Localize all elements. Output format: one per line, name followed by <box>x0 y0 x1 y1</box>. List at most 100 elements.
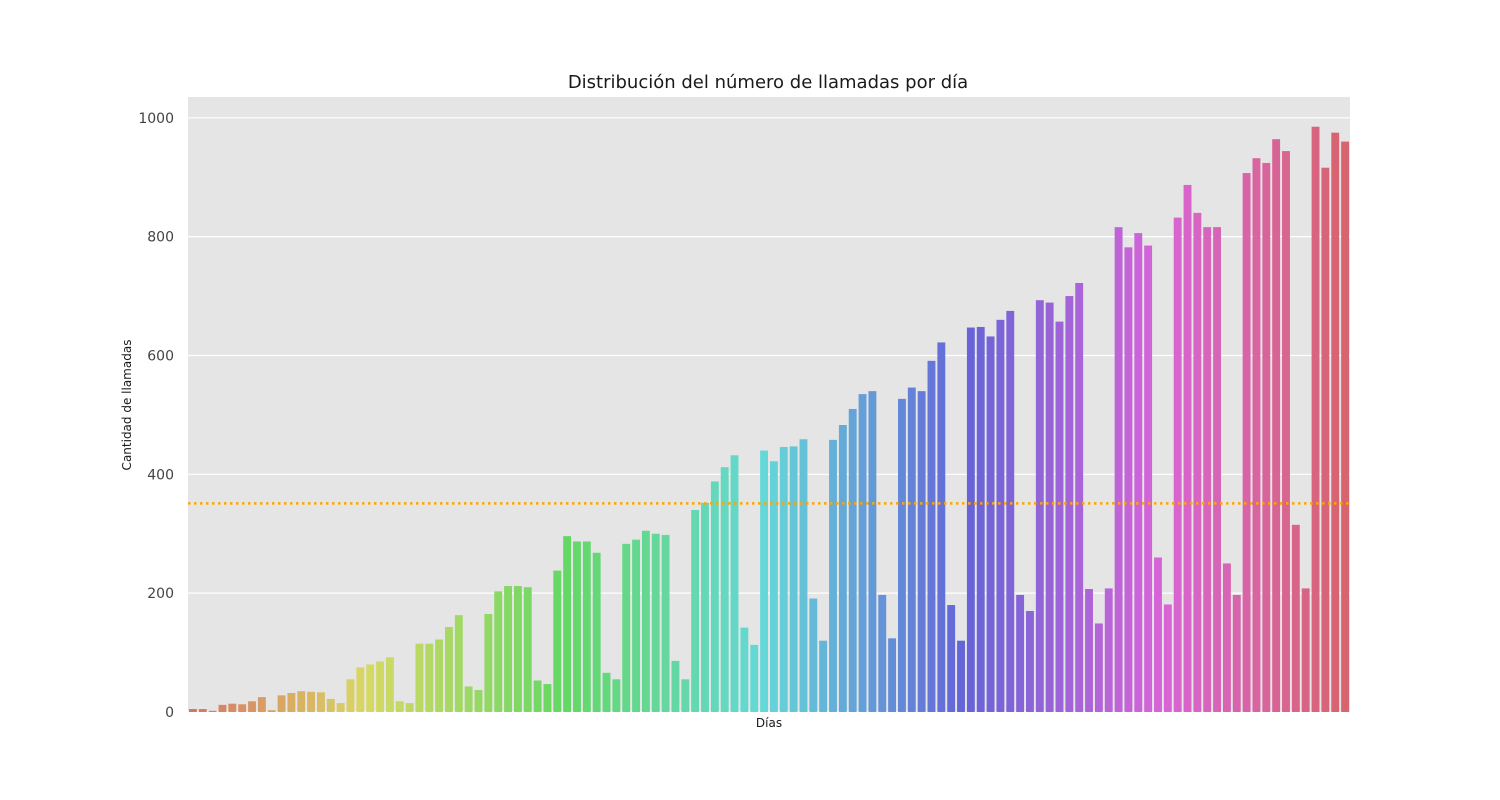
bars <box>188 126 1350 713</box>
bar <box>740 627 749 712</box>
bar <box>435 639 444 712</box>
bar <box>1026 610 1034 712</box>
bar <box>592 552 601 712</box>
bar <box>1272 139 1281 712</box>
bar <box>543 684 552 712</box>
bar <box>1035 300 1044 712</box>
bar <box>1183 184 1192 712</box>
bar <box>907 387 916 712</box>
bar <box>198 709 207 712</box>
y-tick-label: 800 <box>147 230 174 246</box>
bar <box>888 638 897 712</box>
bar <box>1311 126 1320 712</box>
bar <box>1193 212 1202 712</box>
bar <box>326 698 335 712</box>
bar <box>287 692 296 712</box>
bar <box>415 643 424 712</box>
bar <box>799 439 808 712</box>
bar <box>691 509 700 712</box>
bar <box>336 703 345 712</box>
chart-title: Distribución del número de llamadas por … <box>568 72 968 93</box>
bar <box>1262 162 1271 712</box>
bar <box>898 398 906 712</box>
bar <box>1163 604 1172 712</box>
bar <box>307 691 316 712</box>
bar <box>878 594 887 712</box>
bar <box>277 695 286 712</box>
bar <box>1016 594 1025 712</box>
bar <box>868 391 877 712</box>
bar <box>819 640 828 712</box>
bar <box>376 661 384 712</box>
bar <box>829 439 837 712</box>
bar <box>1006 310 1015 712</box>
bar <box>1085 589 1093 712</box>
bar <box>573 541 581 712</box>
bar <box>996 319 1005 712</box>
bar <box>917 391 926 712</box>
bar <box>563 536 572 712</box>
bar <box>553 570 562 712</box>
bar <box>730 455 739 712</box>
bar <box>760 450 769 712</box>
bar <box>267 710 276 712</box>
bar <box>582 541 591 712</box>
bar <box>504 586 512 712</box>
bar <box>1203 227 1212 712</box>
bar <box>957 640 965 712</box>
bar <box>838 425 847 712</box>
bar <box>1341 141 1350 712</box>
bar <box>228 703 237 712</box>
bar <box>1321 167 1330 712</box>
bar <box>248 701 256 712</box>
bar <box>346 679 355 712</box>
bar <box>710 481 719 712</box>
bar <box>720 467 729 712</box>
bar <box>405 703 414 712</box>
bar <box>464 686 473 712</box>
bar <box>188 709 197 712</box>
bar <box>986 336 995 712</box>
bar <box>1154 557 1162 712</box>
y-axis-label: Cantidad de llamadas <box>120 340 134 471</box>
bar <box>602 672 611 712</box>
bar <box>937 342 946 712</box>
bar <box>750 644 759 712</box>
bar <box>632 539 640 712</box>
y-tick-label: 400 <box>147 467 174 483</box>
bar <box>671 660 680 712</box>
bar <box>523 587 532 712</box>
bar <box>1331 132 1340 712</box>
bar <box>1075 282 1084 712</box>
bar <box>858 394 867 712</box>
bar <box>513 586 522 712</box>
bar <box>848 408 857 712</box>
bar <box>1291 524 1300 712</box>
bar <box>1094 623 1103 712</box>
y-tick-labels: 0 200 400 600 800 1000 <box>138 111 174 721</box>
bar <box>1252 158 1261 712</box>
bar <box>533 680 542 712</box>
bar <box>661 534 670 712</box>
bar <box>622 543 631 712</box>
bar <box>789 446 798 712</box>
bar <box>1104 588 1113 712</box>
bar <box>208 710 217 712</box>
bar <box>1124 247 1133 712</box>
bar <box>238 704 247 712</box>
bar <box>1301 588 1310 712</box>
bar <box>779 446 788 712</box>
bar <box>425 643 434 712</box>
bar <box>1232 594 1241 712</box>
bar <box>445 627 453 712</box>
bar <box>809 598 818 712</box>
bar <box>494 591 503 712</box>
bar <box>1114 227 1123 712</box>
bar <box>1173 217 1182 712</box>
bar <box>1045 302 1054 712</box>
bar <box>947 605 956 712</box>
bar <box>297 691 306 712</box>
y-tick-label: 200 <box>147 586 174 602</box>
y-tick-label: 0 <box>165 705 174 721</box>
